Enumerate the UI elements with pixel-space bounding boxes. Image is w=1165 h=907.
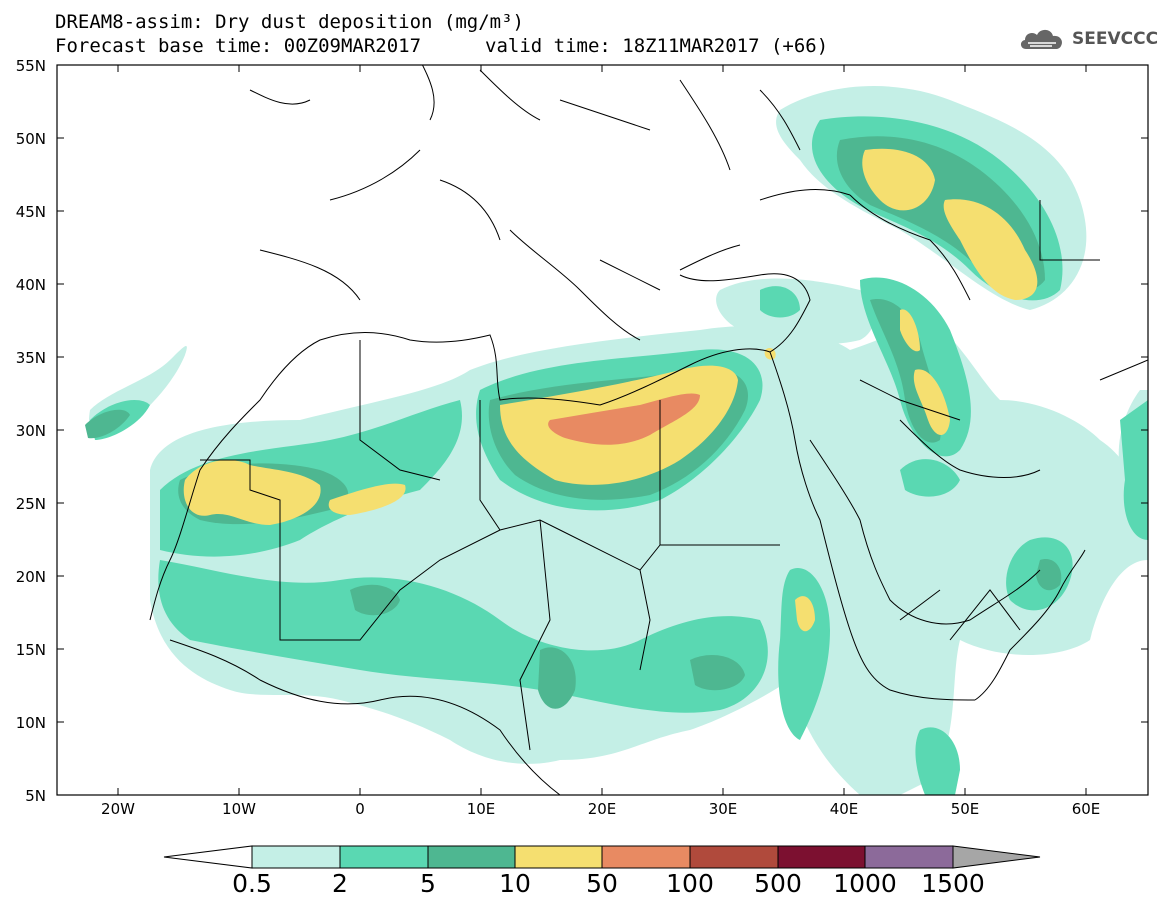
lat-label-20n: 20N <box>15 568 46 586</box>
colorbar-label-7: 1000 <box>833 869 897 898</box>
logo-text: SEEVCCC <box>1072 29 1159 49</box>
axis-ticks <box>57 65 1148 795</box>
colorbar-label-3: 10 <box>499 869 531 898</box>
level-50 <box>548 393 700 445</box>
lat-label-30n: 30N <box>15 422 46 440</box>
colorbar-label-1: 2 <box>332 869 348 898</box>
lon-label-20w: 20W <box>101 800 135 818</box>
lat-label-45n: 45N <box>15 203 46 221</box>
shading-layer <box>85 86 1148 795</box>
lat-label-35n: 35N <box>15 349 46 367</box>
colorbar-label-5: 100 <box>666 869 714 898</box>
colorbar-label-0: 0.5 <box>232 869 272 898</box>
lon-label-60e: 60E <box>1071 800 1101 818</box>
forecast-time-line: Forecast base time: 00Z09MAR2017 valid ti… <box>55 35 828 57</box>
lon-label-20e: 20E <box>587 800 617 818</box>
lon-label-50e: 50E <box>950 800 980 818</box>
lon-label-30e: 30E <box>708 800 738 818</box>
lat-label-5n: 5N <box>25 787 46 805</box>
seevccc-logo: SEEVCCC <box>1018 24 1158 54</box>
valid-time: valid time: 18Z11MAR2017 (+66) <box>485 35 829 57</box>
lat-label-10n: 10N <box>15 714 46 732</box>
colorbar-label-4: 50 <box>586 869 618 898</box>
lat-label-40n: 40N <box>15 276 46 294</box>
lat-label-50n: 50N <box>15 130 46 148</box>
colorbar-label-6: 500 <box>754 869 802 898</box>
lat-label-25n: 25N <box>15 495 46 513</box>
lon-label-0: 0 <box>355 800 365 818</box>
colorbar-label-2: 5 <box>420 869 436 898</box>
lon-label-40e: 40E <box>829 800 859 818</box>
coastlines <box>149 65 1148 795</box>
map-title: DREAM8-assim: Dry dust deposition (mg/m³… <box>55 11 524 33</box>
lat-label-15n: 15N <box>15 641 46 659</box>
lon-label-10w: 10W <box>222 800 256 818</box>
lon-label-10e: 10E <box>466 800 496 818</box>
cloud-icon <box>1020 29 1063 49</box>
base-time: Forecast base time: 00Z09MAR2017 <box>55 35 422 57</box>
colorbar-label-8: 1500 <box>921 869 985 898</box>
lat-label-55n: 55N <box>15 57 46 75</box>
